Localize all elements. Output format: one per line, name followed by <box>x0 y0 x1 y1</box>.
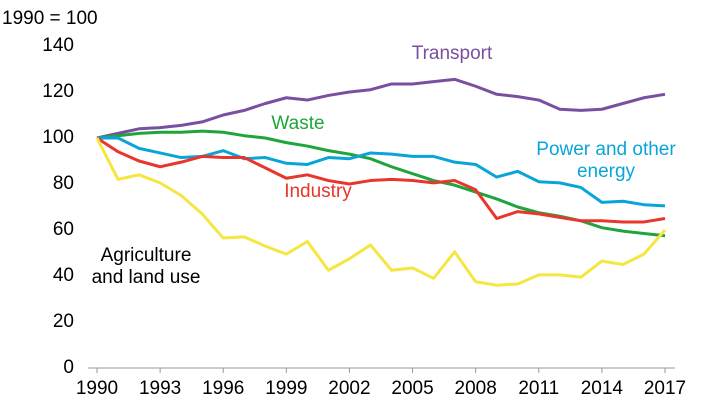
series-label: Industry <box>284 181 352 202</box>
series-line <box>95 137 667 287</box>
series-label: Agriculture and land use <box>91 245 201 288</box>
x-tick-label: 2005 <box>391 378 433 399</box>
y-tick-label: 100 <box>42 127 74 148</box>
x-tick-label: 1990 <box>76 378 118 399</box>
x-tick-label: 1996 <box>202 378 244 399</box>
x-tick-label: 2011 <box>518 378 559 399</box>
y-axis-label: 1990 = 100 <box>2 8 98 29</box>
y-tick-label: 120 <box>42 81 74 102</box>
y-tick-label: 40 <box>53 265 74 286</box>
y-tick-label: 20 <box>53 311 74 332</box>
y-tick-label: 0 <box>63 357 74 378</box>
series-line <box>97 136 666 208</box>
x-tick-label: 1993 <box>139 378 181 399</box>
x-tick-label: 2002 <box>328 378 370 399</box>
series-line <box>96 136 666 224</box>
x-tick-label: 2008 <box>455 378 497 399</box>
x-tick-label: 2014 <box>581 378 624 399</box>
y-tick-label: 140 <box>42 35 74 56</box>
series-line <box>96 77 666 140</box>
x-tick-label: 1999 <box>265 378 307 399</box>
series-label: Waste <box>271 113 325 134</box>
y-tick-label: 60 <box>53 219 74 240</box>
x-tick-label: 2017 <box>644 378 686 399</box>
y-tick-label: 80 <box>53 173 74 194</box>
series-label: Power and other energy <box>536 139 676 182</box>
series-label: Transport <box>411 43 493 64</box>
